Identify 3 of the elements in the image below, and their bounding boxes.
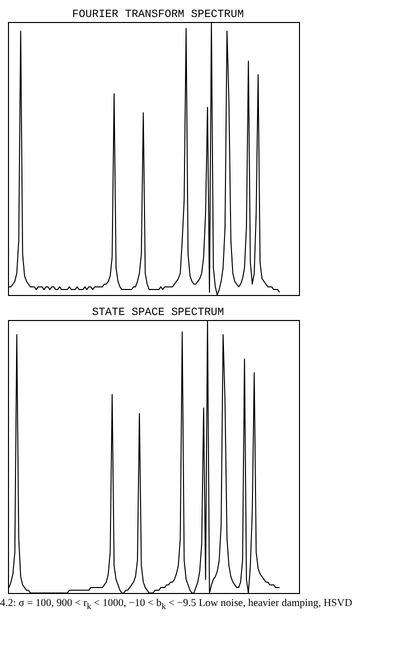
text: 4.2: σ = 100, 900 < r$_{k}$ < 1000, −10 < b$_{k}$ < −9.5 Low noise, heavier damping, HSVD <box>0 598 354 612</box>
chart-title: STATE SPACE SPECTRUM <box>90 306 226 320</box>
chart-title: FOURIER TRANSFORM SPECTRUM <box>71 8 245 22</box>
